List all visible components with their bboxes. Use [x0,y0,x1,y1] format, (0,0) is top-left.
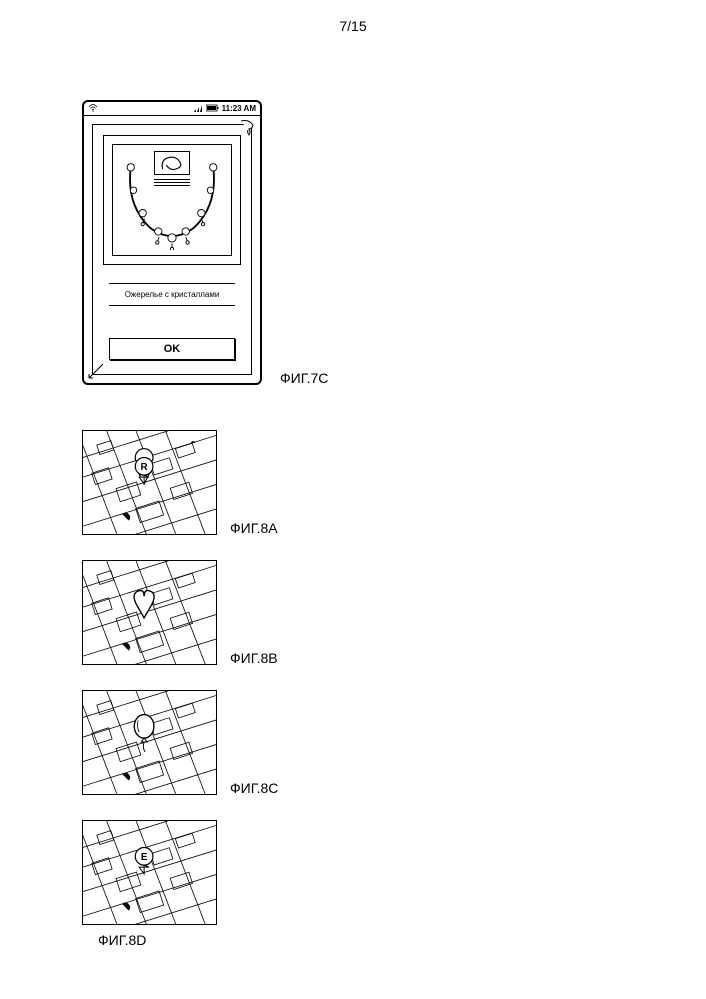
battery-icon [206,104,220,114]
ok-button[interactable]: OK [109,338,235,360]
divider [109,283,235,284]
figure-label: ФИГ.8C [230,780,278,796]
product-caption: Ожерелье с кристаллами [93,290,251,299]
figure-label: ФИГ.8B [230,650,278,666]
pin-letter: E [141,852,148,863]
page-number: 7/15 [339,18,366,34]
wifi-icon [88,104,98,114]
divider [109,305,235,306]
product-photo [112,144,232,256]
map-fig8b [82,560,217,665]
map-fig8c [82,690,217,795]
figure-label: ФИГ.8A [230,520,278,536]
pin-balloon-icon [134,715,154,752]
necklace-icon [117,149,227,251]
corner-decoration-icon [87,362,105,380]
signal-icon [194,104,204,114]
figure-label: ФИГ.7C [280,370,328,386]
figure-label: ФИГ.8D [98,932,146,948]
statusbar-time: 11:23 AM [222,104,256,113]
status-bar: 11:23 AM [84,102,260,116]
product-photo-frame [103,135,241,265]
map-fig8d: E [82,820,217,925]
pin-letter: R [141,462,148,473]
phone-mockup: 11:23 AM [82,100,262,385]
card-panel: Ожерелье с кристаллами OK [92,124,252,375]
map-fig8a: R [82,430,217,535]
corner-decoration-icon [239,119,257,137]
